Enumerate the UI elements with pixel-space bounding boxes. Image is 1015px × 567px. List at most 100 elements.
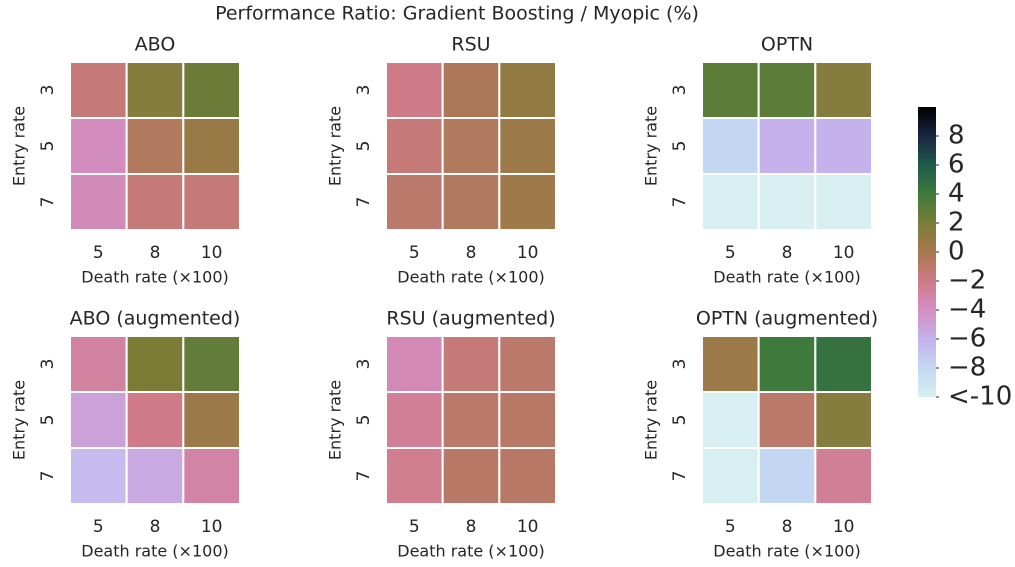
heatmap-cell [757,447,817,505]
x-axis-label: Death rate (×100) [397,542,544,561]
heatmap-cell [385,173,444,231]
y-axis-label: Entry rate [10,106,29,186]
colorbar-tick-label: 0 [948,237,965,267]
heatmap-cell [498,447,558,505]
chart-title: RSU [451,34,490,56]
heatmap-cell [814,447,873,505]
chart-title: ABO [135,34,176,56]
y-tick-label: 7 [354,197,374,208]
colorbar-tick-label: 4 [948,179,965,209]
y-tick-label: 3 [38,359,58,370]
y-tick-label: 3 [670,85,690,96]
x-axis-label: Death rate (×100) [713,542,860,561]
y-tick-label: 3 [670,359,690,370]
y-tick-label: 5 [670,141,690,152]
x-tick-label: 10 [517,243,539,263]
heatmap-cell [814,173,873,231]
x-tick-label: 8 [150,517,161,537]
heatmap-cell [125,61,185,119]
colorbar-tick-label: 8 [948,121,965,151]
heatmap-cell [182,447,241,505]
y-tick-label: 5 [354,141,374,152]
heatmap-cell [701,61,760,119]
heatmap-cell [757,391,817,449]
heatmap-cell [385,391,444,449]
colorbar-tick-label: −2 [948,266,986,296]
heatmap-cell [69,117,128,175]
heatmap-cell [385,335,444,393]
heatmap-cell [498,173,558,231]
x-tick-label: 10 [201,243,223,263]
heatmap-cell [69,391,128,449]
heatmap-cell [757,335,817,393]
heatmap-cell [182,173,241,231]
x-tick-label: 8 [466,243,477,263]
heatmap-cell [385,61,444,119]
colorbar-tick-label: 2 [948,208,965,238]
chart-title: ABO (augmented) [70,308,241,330]
y-tick-label: 7 [38,471,58,482]
colorbar-tick-label: <-10 [948,382,1012,412]
heatmap-cell [385,447,444,505]
heatmap-cell [441,391,501,449]
y-tick-label: 3 [354,85,374,96]
y-tick-label: 7 [354,471,374,482]
y-axis-label: Entry rate [642,106,661,186]
heatmap-cell [498,335,558,393]
heatmap-cell [69,335,128,393]
y-tick-label: 7 [670,197,690,208]
chart-title: RSU (augmented) [386,308,555,330]
heatmap-cell [701,447,760,505]
x-axis-label: Death rate (×100) [81,542,228,561]
x-tick-label: 5 [409,517,420,537]
heatmap-cell [814,391,873,449]
heatmap-cell [757,61,817,119]
colorbar-tick-label: −6 [948,324,986,354]
heatmap-cell [701,391,760,449]
y-tick-label: 5 [670,415,690,426]
heatmap-cell [701,117,760,175]
heatmap-cell [69,61,128,119]
x-axis-label: Death rate (×100) [713,268,860,287]
heatmap-cell [182,335,241,393]
x-tick-label: 5 [409,243,420,263]
heatmap-cell [701,335,760,393]
chart-title: OPTN (augmented) [696,308,878,330]
heatmap-cell [757,117,817,175]
y-tick-label: 5 [354,415,374,426]
x-tick-label: 5 [93,243,104,263]
y-tick-label: 7 [670,471,690,482]
x-tick-label: 5 [725,517,736,537]
heatmap-cell [69,447,128,505]
x-tick-label: 10 [517,517,539,537]
heatmap-cell [498,117,558,175]
heatmap-cell [814,117,873,175]
y-tick-label: 7 [38,197,58,208]
y-tick-label: 3 [38,85,58,96]
heatmap-cell [125,117,185,175]
y-axis-label: Entry rate [10,380,29,460]
heatmap-cell [125,447,185,505]
heatmap-cell [814,335,873,393]
heatmap-cell [385,117,444,175]
heatmap-cell [441,335,501,393]
heatmap-cell [182,391,241,449]
heatmap-cell [498,391,558,449]
heatmap-cell [701,173,760,231]
heatmap-cell [125,173,185,231]
x-tick-label: 10 [201,517,223,537]
colorbar [918,107,936,397]
x-tick-label: 8 [150,243,161,263]
heatmap-cell [757,173,817,231]
colorbar-tick-label: 6 [948,150,965,180]
y-axis-label: Entry rate [326,380,345,460]
x-tick-label: 8 [466,517,477,537]
heatmap-cell [182,117,241,175]
heatmap-cell [498,61,558,119]
x-tick-label: 8 [782,243,793,263]
heatmap-cell [125,391,185,449]
heatmap-cell [125,335,185,393]
y-tick-label: 5 [38,415,58,426]
y-axis-label: Entry rate [326,106,345,186]
chart-title: OPTN [761,34,813,56]
